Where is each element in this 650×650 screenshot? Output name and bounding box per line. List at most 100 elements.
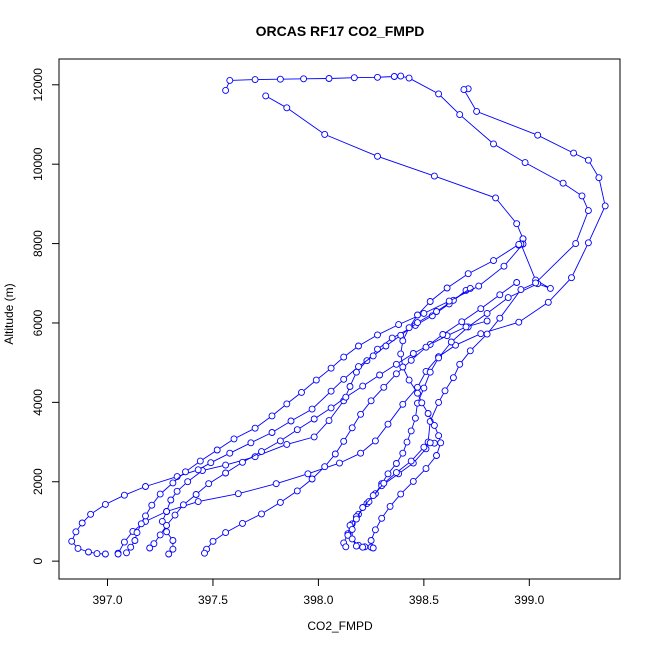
data-point <box>357 449 365 457</box>
data-point <box>293 487 301 495</box>
data-point <box>473 107 481 115</box>
data-point <box>414 319 421 327</box>
data-point <box>142 483 149 490</box>
data-point <box>435 432 443 440</box>
data-point <box>85 548 92 556</box>
data-point <box>374 152 381 160</box>
y-axis-label: Altitude (m) <box>2 283 16 344</box>
data-point <box>411 414 419 422</box>
data-point <box>146 544 154 552</box>
y-tick-label: 2000 <box>31 468 45 495</box>
series-11 <box>367 240 525 552</box>
data-point <box>308 475 316 483</box>
data-point <box>466 347 474 355</box>
data-point <box>247 439 255 447</box>
data-point <box>424 410 432 417</box>
data-point <box>384 470 392 478</box>
data-point <box>399 337 407 345</box>
data-point <box>340 375 348 383</box>
data-point <box>409 350 417 357</box>
data-point <box>283 400 291 408</box>
data-point <box>169 479 177 487</box>
data-point <box>163 528 171 536</box>
data-point <box>397 490 405 498</box>
data-point <box>234 490 242 498</box>
data-point <box>156 531 164 539</box>
series-9 <box>348 439 438 551</box>
data-point <box>272 480 280 488</box>
series-layer <box>68 72 609 558</box>
data-point <box>327 404 335 412</box>
data-point <box>392 460 400 467</box>
data-point <box>171 511 179 519</box>
data-point <box>477 305 485 313</box>
data-point <box>101 500 109 508</box>
data-point <box>258 510 265 518</box>
data-point <box>344 531 352 539</box>
data-point <box>568 274 575 282</box>
data-point <box>430 421 438 429</box>
data-point <box>150 540 158 548</box>
data-point <box>348 424 356 432</box>
series-line <box>225 75 589 548</box>
data-point <box>350 74 358 82</box>
data-point <box>435 398 443 406</box>
x-tick-label: 398.5 <box>409 593 439 607</box>
data-point <box>268 412 276 420</box>
data-point <box>359 504 367 511</box>
data-point <box>127 543 135 551</box>
data-point <box>205 480 213 488</box>
plot-frame <box>58 58 621 580</box>
y-tick-label: 10000 <box>31 147 45 181</box>
data-point <box>435 90 443 98</box>
data-point <box>392 469 400 477</box>
data-point <box>287 417 295 425</box>
data-point <box>276 75 284 83</box>
data-point <box>325 75 333 82</box>
data-point <box>426 298 434 305</box>
data-point <box>405 324 413 332</box>
data-point <box>490 140 497 148</box>
data-point <box>207 459 215 467</box>
data-point <box>342 543 350 551</box>
data-point <box>327 364 335 372</box>
data-point <box>131 537 139 544</box>
data-point <box>395 321 403 329</box>
data-point <box>420 384 428 392</box>
data-point <box>378 514 386 522</box>
data-point <box>595 174 603 182</box>
data-point <box>230 435 238 443</box>
data-point <box>515 240 523 248</box>
data-point <box>397 350 405 358</box>
data-point <box>359 382 367 390</box>
data-point <box>158 517 166 525</box>
data-point <box>475 282 483 290</box>
data-point <box>433 308 440 315</box>
y-tick-label: 0 <box>31 557 45 564</box>
data-point <box>546 284 554 292</box>
data-point <box>348 525 356 533</box>
data-point <box>477 330 485 338</box>
data-point <box>173 487 181 495</box>
data-point <box>376 371 384 379</box>
data-point <box>239 458 246 466</box>
data-point <box>403 438 411 446</box>
data-point <box>300 75 308 83</box>
data-point <box>308 405 316 413</box>
data-point <box>357 410 365 418</box>
data-point <box>435 354 443 362</box>
data-point <box>120 491 128 499</box>
data-point <box>433 452 440 459</box>
data-point <box>496 314 504 322</box>
data-point <box>407 457 415 465</box>
data-point <box>380 383 388 391</box>
data-point <box>414 389 421 397</box>
data-point <box>422 343 430 351</box>
series-4 <box>262 92 527 243</box>
data-point <box>283 104 291 112</box>
data-point <box>359 543 367 551</box>
data-point <box>578 192 586 200</box>
data-point <box>397 72 405 80</box>
data-point <box>483 309 491 317</box>
series-10 <box>201 279 521 557</box>
